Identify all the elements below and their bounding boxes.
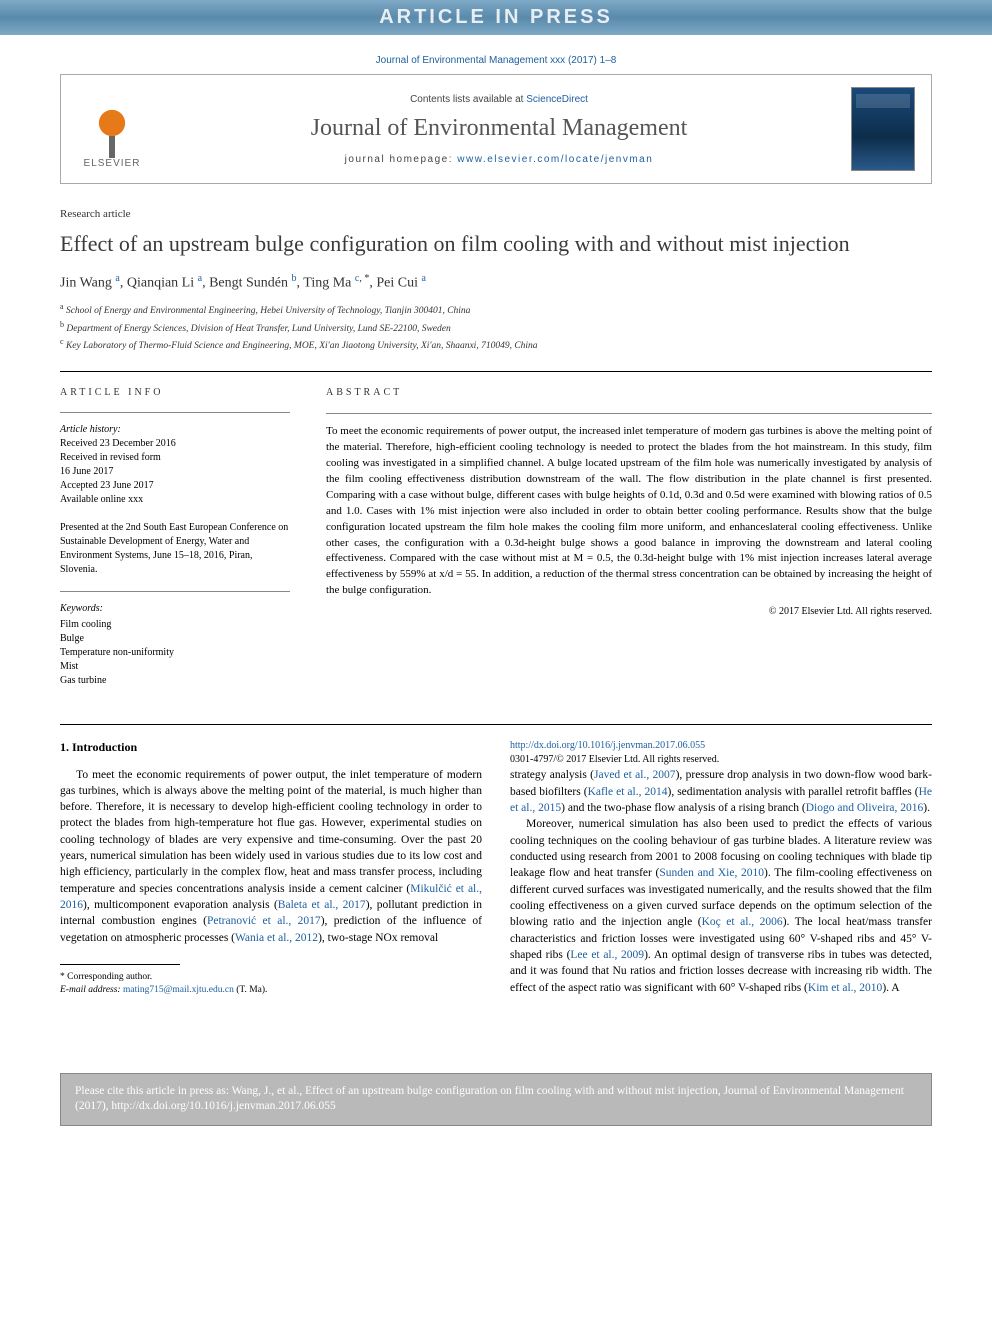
in-press-banner: ARTICLE IN PRESS (0, 0, 992, 35)
keyword: Temperature non-uniformity (60, 646, 290, 660)
homepage-link[interactable]: www.elsevier.com/locate/jenvman (457, 154, 653, 165)
body-span: strategy analysis ( (510, 769, 594, 781)
issn-copyright: 0301-4797/© 2017 Elsevier Ltd. All right… (510, 753, 932, 767)
keyword: Gas turbine (60, 674, 290, 688)
author-affiliation-ref: a (421, 273, 425, 284)
citation-link[interactable]: Wania et al., 2012 (235, 932, 318, 944)
divider (60, 412, 290, 413)
author-name: Ting Ma (303, 275, 351, 290)
section-heading: 1. Introduction (60, 739, 482, 756)
abstract-label: ABSTRACT (326, 386, 932, 401)
article-title: Effect of an upstream bulge configuratio… (60, 230, 932, 259)
divider (60, 724, 932, 725)
body-span: To meet the economic requirements of pow… (60, 769, 482, 895)
elsevier-logo: ELSEVIER (77, 89, 147, 169)
affiliation-text: School of Energy and Environmental Engin… (66, 306, 471, 316)
citation-link[interactable]: Baleta et al., 2017 (278, 899, 366, 911)
author-affiliation-ref: a (115, 273, 119, 284)
revised-line1: Received in revised form (60, 451, 290, 465)
divider (60, 591, 290, 592)
author-affiliation-ref: a (198, 273, 202, 284)
citation-link[interactable]: Koç et al., 2006 (702, 916, 783, 928)
divider (326, 413, 932, 414)
article-type: Research article (60, 208, 932, 220)
body-span: ), sedimentation analysis with parallel … (667, 786, 918, 798)
body-text: 1. Introduction To meet the economic req… (60, 739, 932, 1002)
cite-this-article-box: Please cite this article in press as: Wa… (60, 1073, 932, 1126)
affiliation-text: Key Laboratory of Thermo-Fluid Science a… (66, 341, 538, 351)
body-span: ) and the two-phase flow analysis of a r… (561, 802, 806, 814)
author-name: Bengt Sundén (209, 275, 288, 290)
abstract-column: ABSTRACT To meet the economic requiremen… (326, 386, 932, 688)
citation-link[interactable]: Kafle et al., 2014 (588, 786, 668, 798)
affiliations: a School of Energy and Environmental Eng… (60, 301, 932, 353)
footnotes: * Corresponding author. E-mail address: … (60, 971, 482, 998)
contents-available: Contents lists available at ScienceDirec… (147, 94, 851, 105)
article-history: Article history: Received 23 December 20… (60, 423, 290, 507)
citation-link[interactable]: Kim et al., 2010 (808, 982, 882, 994)
email-link[interactable]: mating715@mail.xjtu.edu.cn (123, 985, 234, 995)
history-label: Article history: (60, 423, 290, 437)
body-span: ). A (882, 982, 899, 994)
keyword: Bulge (60, 632, 290, 646)
corresponding-marker: , * (359, 273, 369, 284)
revised-line2: 16 June 2017 (60, 465, 290, 479)
journal-header: ELSEVIER Contents lists available at Sci… (60, 74, 932, 184)
publisher-name: ELSEVIER (84, 158, 141, 169)
citation-link[interactable]: Petranović et al., 2017 (207, 915, 321, 927)
author-affiliation-ref: b (292, 273, 297, 284)
body-span: ). (923, 802, 930, 814)
journal-title: Journal of Environmental Management (147, 115, 851, 142)
contents-prefix: Contents lists available at (410, 94, 526, 105)
doi-block: http://dx.doi.org/10.1016/j.jenvman.2017… (510, 739, 932, 767)
body-span: ), multicomponent evaporation analysis ( (83, 899, 278, 911)
author-name: Pei Cui (376, 275, 418, 290)
author-name: Jin Wang (60, 275, 112, 290)
online-date: Available online xxx (60, 493, 290, 507)
keyword: Film cooling (60, 618, 290, 632)
article-info-column: ARTICLE INFO Article history: Received 2… (60, 386, 290, 688)
abstract-copyright: © 2017 Elsevier Ltd. All rights reserved… (326, 605, 932, 620)
author-list: Jin Wang a, Qianqian Li a, Bengt Sundén … (60, 273, 932, 292)
article-info-label: ARTICLE INFO (60, 386, 290, 400)
doi-link[interactable]: http://dx.doi.org/10.1016/j.jenvman.2017… (510, 740, 705, 751)
footnote-divider (60, 964, 180, 965)
accepted-date: Accepted 23 June 2017 (60, 479, 290, 493)
received-date: Received 23 December 2016 (60, 437, 290, 451)
citation-link[interactable]: Sunden and Xie, 2010 (659, 867, 764, 879)
body-span: ), two-stage NOx removal (318, 932, 438, 944)
running-citation: Journal of Environmental Management xxx … (60, 55, 932, 66)
keyword: Mist (60, 660, 290, 674)
affiliation-text: Department of Energy Sciences, Division … (66, 324, 450, 334)
divider (60, 371, 932, 372)
abstract-text: To meet the economic requirements of pow… (326, 424, 932, 599)
elsevier-tree-icon (87, 108, 137, 158)
citation-link[interactable]: Javed et al., 2007 (594, 769, 676, 781)
journal-homepage: journal homepage: www.elsevier.com/locat… (147, 154, 851, 165)
corresponding-author-note: * Corresponding author. (60, 971, 482, 984)
citation-link[interactable]: Diogo and Oliveira, 2016 (806, 802, 924, 814)
conference-note: Presented at the 2nd South East European… (60, 521, 290, 577)
email-label: E-mail address: (60, 985, 123, 995)
email-name: (T. Ma). (234, 985, 268, 995)
keywords-label: Keywords: (60, 602, 290, 616)
sciencedirect-link[interactable]: ScienceDirect (526, 94, 588, 105)
author-name: Qianqian Li (127, 275, 194, 290)
citation-link[interactable]: Lee et al., 2009 (570, 949, 644, 961)
homepage-prefix: journal homepage: (345, 154, 458, 165)
journal-cover-thumbnail (851, 87, 915, 171)
